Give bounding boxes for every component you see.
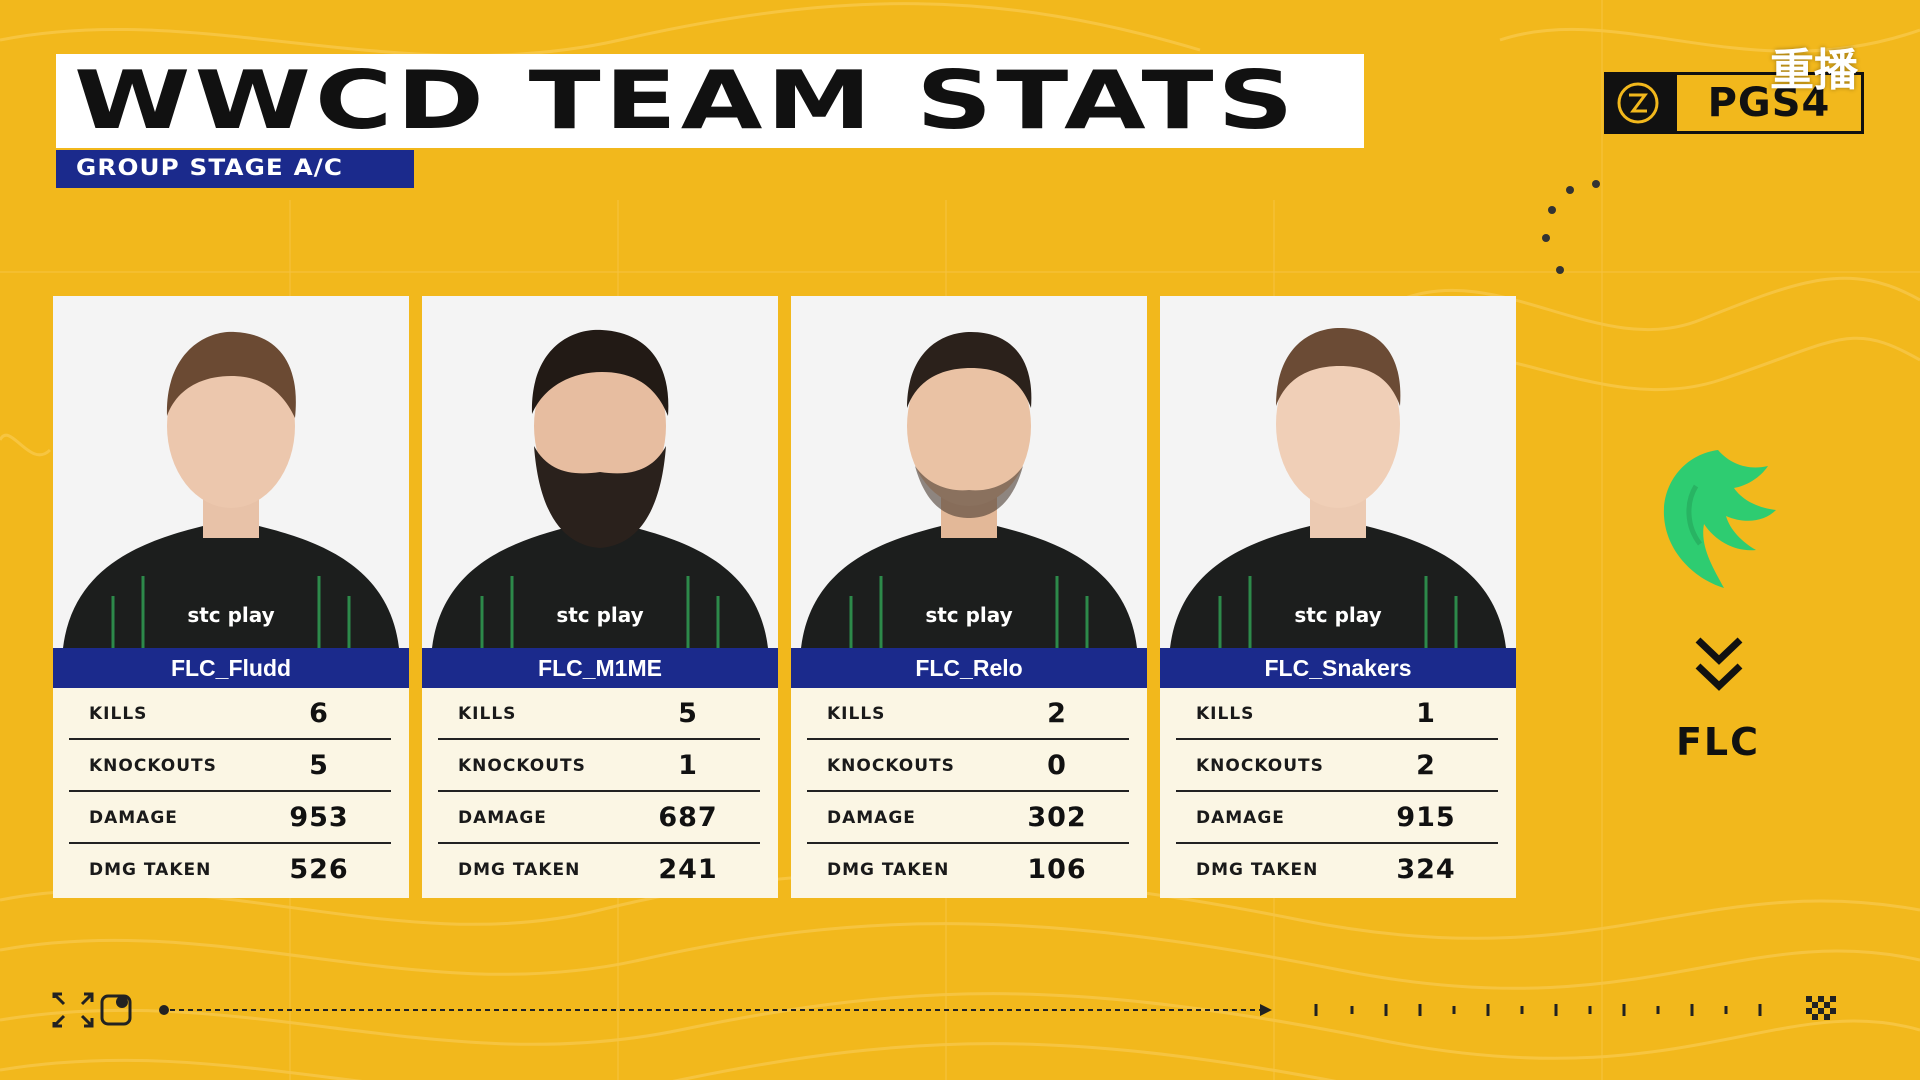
stat-value: 2 [1416, 750, 1436, 781]
stat-row-knockouts: KNOCKOUTS 5 [69, 740, 391, 792]
player-stats: KILLS 2 KNOCKOUTS 0 DAMAGE 302 DMG TAKEN… [791, 688, 1147, 898]
player-name: FLC_M1ME [422, 648, 778, 688]
stat-row-kills: KILLS 1 [1176, 688, 1498, 740]
stat-label: KILLS [458, 704, 517, 724]
stat-row-knockouts: KNOCKOUTS 0 [807, 740, 1129, 792]
stat-value: 953 [289, 802, 349, 833]
player-photo: stc play [791, 296, 1147, 648]
stat-label: DMG TAKEN [827, 860, 950, 880]
stat-label: KILLS [827, 704, 886, 724]
team-tag: FLC [1675, 720, 1761, 764]
stat-label: DMG TAKEN [1196, 860, 1319, 880]
stat-row-damage: DAMAGE 687 [438, 792, 760, 844]
stat-label: KNOCKOUTS [89, 756, 217, 776]
stat-label: DMG TAKEN [89, 860, 212, 880]
stat-row-knockouts: KNOCKOUTS 2 [1176, 740, 1498, 792]
svg-text:stc play: stc play [556, 603, 643, 627]
stat-row-knockouts: KNOCKOUTS 1 [438, 740, 760, 792]
stat-label: KNOCKOUTS [827, 756, 955, 776]
pgs-emblem-icon [1617, 82, 1659, 124]
page-subtitle: GROUP STAGE A/C [76, 156, 344, 181]
stat-value: 5 [678, 698, 698, 729]
replay-label: 重播 [1770, 45, 1858, 96]
stat-row-dmg-taken: DMG TAKEN 106 [807, 844, 1129, 896]
stat-value: 302 [1027, 802, 1087, 833]
stat-row-dmg-taken: DMG TAKEN 526 [69, 844, 391, 896]
player-card: stc play FLC_M1ME KILLS 5 KNOCKOUTS 1 DA… [422, 296, 778, 898]
stat-row-dmg-taken: DMG TAKEN 241 [438, 844, 760, 896]
event-logo: PGS4 [1604, 72, 1864, 134]
player-name: FLC_Fludd [53, 648, 409, 688]
stat-value: 6 [309, 698, 329, 729]
subtitle-banner: GROUP STAGE A/C [56, 150, 414, 188]
player-photo: stc play [1160, 296, 1516, 648]
chevron-down-icon [1695, 637, 1743, 691]
stat-value: 2 [1047, 698, 1067, 729]
stat-label: KILLS [1196, 704, 1255, 724]
svg-text:stc play: stc play [1294, 603, 1381, 627]
stat-value: 5 [309, 750, 329, 781]
stat-label: DAMAGE [89, 808, 178, 828]
stat-value: 915 [1396, 802, 1456, 833]
stat-label: DAMAGE [1196, 808, 1285, 828]
stat-value: 324 [1396, 854, 1456, 885]
team-falcon-logo-icon [1663, 450, 1776, 588]
player-photo: stc play [53, 296, 409, 648]
stat-label: KNOCKOUTS [458, 756, 586, 776]
stat-label: DAMAGE [458, 808, 547, 828]
stat-value: 106 [1027, 854, 1087, 885]
stat-row-kills: KILLS 5 [438, 688, 760, 740]
stat-value: 1 [678, 750, 698, 781]
stat-value: 526 [289, 854, 349, 885]
player-name: FLC_Relo [791, 648, 1147, 688]
stat-row-damage: DAMAGE 953 [69, 792, 391, 844]
player-stats: KILLS 1 KNOCKOUTS 2 DAMAGE 915 DMG TAKEN… [1160, 688, 1516, 898]
title-banner: WWCD TEAM STATS [56, 54, 1364, 148]
player-photo: stc play [422, 296, 778, 648]
stat-row-damage: DAMAGE 302 [807, 792, 1129, 844]
player-name: FLC_Snakers [1160, 648, 1516, 688]
stat-label: DMG TAKEN [458, 860, 581, 880]
page-title: WWCD TEAM STATS [74, 54, 1298, 147]
player-stats: KILLS 6 KNOCKOUTS 5 DAMAGE 953 DMG TAKEN… [53, 688, 409, 898]
stat-value: 0 [1047, 750, 1067, 781]
svg-text:stc play: stc play [187, 603, 274, 627]
stat-row-kills: KILLS 2 [807, 688, 1129, 740]
player-card: stc play FLC_Relo KILLS 2 KNOCKOUTS 0 DA… [791, 296, 1147, 898]
stat-value: 241 [658, 854, 718, 885]
player-card: stc play FLC_Fludd KILLS 6 KNOCKOUTS 5 D… [53, 296, 409, 898]
stat-value: 1 [1416, 698, 1436, 729]
stat-row-damage: DAMAGE 915 [1176, 792, 1498, 844]
bottom-progress-bar [52, 992, 1836, 1028]
stat-value: 687 [658, 802, 718, 833]
player-card: stc play FLC_Snakers KILLS 1 KNOCKOUTS 2… [1160, 296, 1516, 898]
stat-label: KNOCKOUTS [1196, 756, 1324, 776]
stat-row-kills: KILLS 6 [69, 688, 391, 740]
stat-label: DAMAGE [827, 808, 916, 828]
player-stats: KILLS 5 KNOCKOUTS 1 DAMAGE 687 DMG TAKEN… [422, 688, 778, 898]
svg-text:stc play: stc play [925, 603, 1012, 627]
event-name: PGS4 [1677, 75, 1861, 131]
loading-dots-icon [1542, 180, 1600, 274]
stat-label: KILLS [89, 704, 148, 724]
stat-row-dmg-taken: DMG TAKEN 324 [1176, 844, 1498, 896]
